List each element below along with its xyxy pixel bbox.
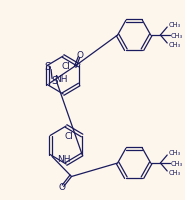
Text: O: O	[77, 51, 84, 60]
Text: NH: NH	[54, 75, 68, 84]
Text: CH₃: CH₃	[168, 42, 180, 48]
Text: CH₃: CH₃	[168, 170, 180, 176]
Text: S: S	[52, 75, 58, 86]
Text: CH₃: CH₃	[168, 22, 180, 28]
Text: CH₃: CH₃	[171, 161, 183, 167]
Text: NH: NH	[57, 155, 70, 164]
Text: Cl: Cl	[62, 62, 70, 71]
Text: CH₃: CH₃	[168, 150, 180, 156]
Text: S: S	[45, 62, 51, 72]
Text: CH₃: CH₃	[171, 33, 183, 39]
Text: Cl: Cl	[65, 132, 73, 141]
Text: O: O	[58, 183, 65, 192]
